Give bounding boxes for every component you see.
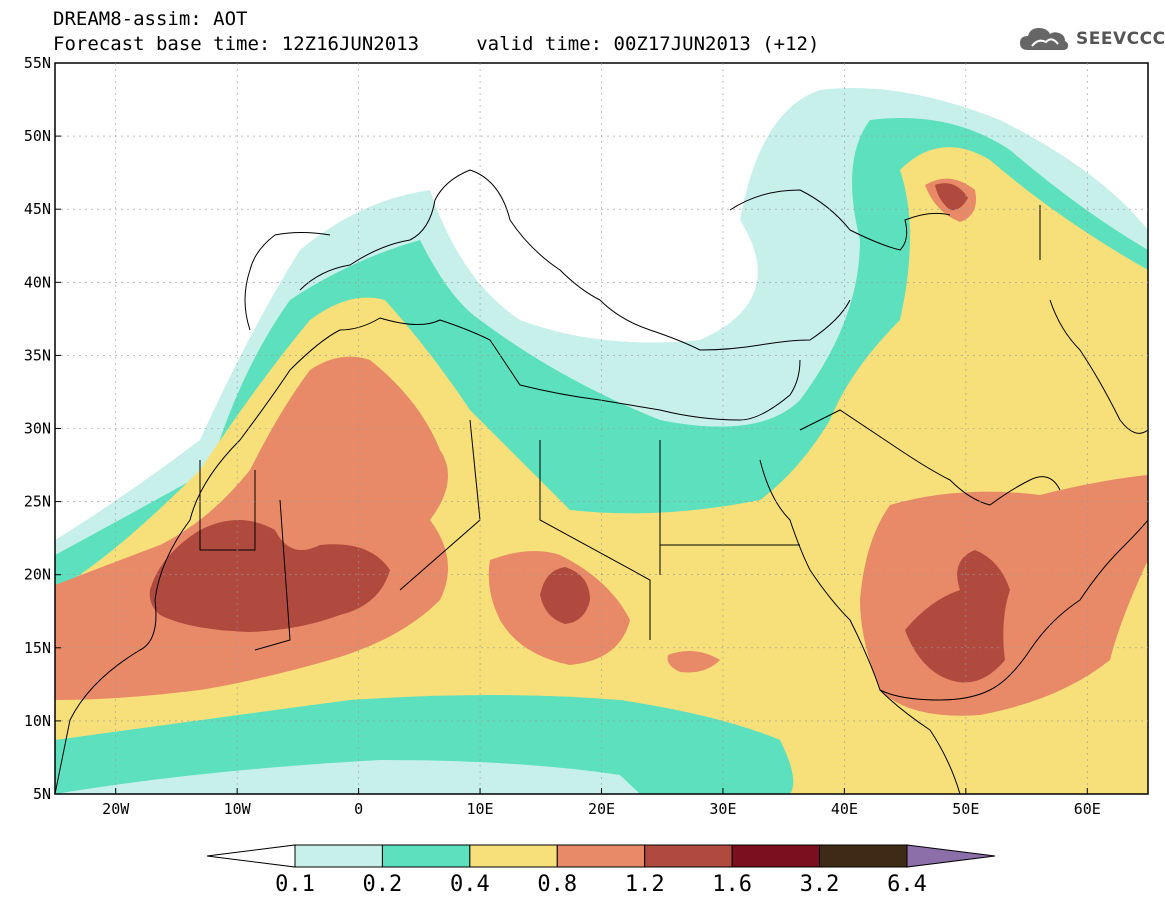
colorbar-label: 0.1 <box>275 872 315 897</box>
lat-tick-label: 45N <box>24 200 51 218</box>
lon-tick-label: 20W <box>102 800 130 818</box>
colorbar-label: 0.8 <box>537 872 577 897</box>
lat-tick-label: 35N <box>24 346 51 364</box>
colorbar-segment <box>381 844 471 868</box>
colorbar-segment <box>556 844 646 868</box>
forecast-times: Forecast base time: 12Z16JUN2013 valid t… <box>53 33 820 55</box>
colorbar-segment <box>294 844 383 868</box>
lat-tick-label: 25N <box>24 493 51 511</box>
gridlines <box>55 62 1148 795</box>
colorbar-label: 3.2 <box>800 872 840 897</box>
lat-tick-label: 5N <box>33 785 51 803</box>
coastlines <box>55 169 1148 794</box>
colorbar-min-arrow <box>206 844 296 868</box>
lon-tick-label: 20E <box>588 800 615 818</box>
cloud-icon <box>1020 28 1069 50</box>
lon-tick-label: 30E <box>709 800 736 818</box>
colorbar-segment <box>469 844 558 868</box>
colorbar-segment <box>819 844 908 868</box>
colorbar-max-arrow <box>906 844 996 868</box>
lon-tick-label: 10E <box>467 800 494 818</box>
axis-labels: 20W 10W 0 10E 20E 30E 40E 50E 60E 55N 50N 45N 40N 35N… <box>24 54 1101 818</box>
lat-tick-label: 50N <box>24 127 51 145</box>
colorbar: 0.1 0.2 0.4 0.8 1.2 1.6 3.2 6.4 <box>206 844 996 897</box>
lon-tick-label: 60E <box>1074 800 1101 818</box>
lon-tick-label: 50E <box>952 800 979 818</box>
lat-tick-label: 15N <box>24 639 51 657</box>
colorbar-label: 6.4 <box>887 872 927 897</box>
colorbar-label: 1.2 <box>625 872 665 897</box>
colorbar-label: 0.4 <box>450 872 490 897</box>
seevccc-logo: SEEVCCC <box>1018 22 1165 56</box>
logo-text: SEEVCCC <box>1076 29 1165 49</box>
lat-tick-label: 10N <box>24 712 51 730</box>
colorbar-label: 0.2 <box>363 872 403 897</box>
lat-tick-label: 55N <box>24 54 51 72</box>
lat-tick-label: 40N <box>24 273 51 291</box>
lat-tick-label: 20N <box>24 566 51 584</box>
lon-tick-label: 10W <box>224 800 252 818</box>
colorbar-label: 1.6 <box>712 872 752 897</box>
lon-tick-label: 40E <box>831 800 858 818</box>
chart-title: DREAM8-assim: AOT <box>53 8 248 30</box>
lon-tick-label: 0 <box>354 800 363 818</box>
lat-tick-label: 30N <box>24 420 51 438</box>
colorbar-segment <box>731 844 821 868</box>
colorbar-segment <box>644 844 733 868</box>
